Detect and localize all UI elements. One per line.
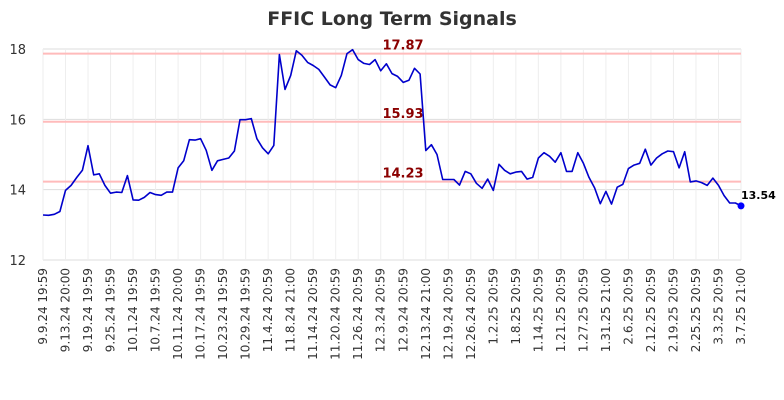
x-tick-label: 11.26.24 20:59 bbox=[351, 268, 365, 360]
x-tick-label: 1.14.25 20:59 bbox=[531, 268, 545, 352]
y-axis: 12 14 16 18 bbox=[9, 43, 26, 269]
x-tick-label: 10.11.24 20:00 bbox=[171, 268, 185, 360]
x-tick-label: 12.9.24 20:59 bbox=[396, 268, 410, 352]
x-tick-label: 12.13.24 21:00 bbox=[419, 268, 433, 360]
x-tick-label: 11.20.24 20:59 bbox=[329, 268, 343, 360]
x-tick-label: 9.9.24 19:59 bbox=[36, 268, 50, 345]
x-tick-label: 9.19.24 19:59 bbox=[81, 268, 95, 352]
x-tick-label: 11.4.24 20:59 bbox=[261, 268, 275, 352]
x-tick-label: 1.27.25 20:59 bbox=[576, 268, 590, 352]
y-tick-label: 14 bbox=[9, 184, 26, 199]
x-tick-label: 10.17.24 19:59 bbox=[194, 268, 208, 360]
x-tick-label: 2.19.25 20:59 bbox=[666, 268, 680, 352]
last-point-label: 13.54 bbox=[741, 189, 776, 202]
x-tick-label: 9.13.24 20:00 bbox=[59, 268, 73, 352]
x-tick-label: 2.25.25 20:59 bbox=[689, 268, 703, 352]
x-tick-label: 11.8.24 21:00 bbox=[284, 268, 298, 352]
x-tick-label: 1.2.25 20:59 bbox=[486, 268, 500, 345]
x-tick-label: 12.3.24 20:59 bbox=[374, 268, 388, 352]
x-tick-label: 12.26.24 20:59 bbox=[464, 268, 478, 360]
plot-area: 13.54 bbox=[42, 48, 776, 217]
x-tick-label: 9.25.24 19:59 bbox=[104, 268, 118, 352]
x-tick-label: 10.7.24 19:59 bbox=[149, 268, 163, 352]
x-tick-label: 1.31.25 21:00 bbox=[599, 268, 613, 352]
x-tick-label: 10.1.24 19:59 bbox=[126, 268, 140, 352]
series-line bbox=[42, 48, 742, 217]
reference-line-label: 17.87 bbox=[382, 39, 423, 54]
y-tick-label: 18 bbox=[9, 43, 26, 58]
x-tick-label: 3.7.25 21:00 bbox=[734, 268, 748, 345]
x-tick-label: 2.12.25 20:59 bbox=[644, 268, 658, 352]
x-tick-label: 11.14.24 20:59 bbox=[306, 268, 320, 360]
x-tick-label: 2.6.25 20:59 bbox=[621, 268, 635, 345]
chart-title: FFIC Long Term Signals bbox=[267, 8, 517, 30]
reference-line-label: 14.23 bbox=[382, 167, 423, 182]
x-tick-label: 1.21.25 20:59 bbox=[554, 268, 568, 352]
x-tick-label: 1.8.25 20:59 bbox=[509, 268, 523, 345]
y-tick-label: 12 bbox=[9, 254, 26, 269]
x-tick-label: 3.3.25 20:59 bbox=[711, 268, 725, 345]
x-tick-label: 12.19.24 20:59 bbox=[441, 268, 455, 360]
y-tick-label: 16 bbox=[9, 113, 26, 128]
grid bbox=[42, 48, 742, 261]
reference-lines: 17.87 15.93 14.23 bbox=[43, 39, 741, 183]
x-axis: 9.9.24 19:59 9.13.24 20:00 9.19.24 19:59 9.… bbox=[36, 268, 748, 360]
last-point-marker bbox=[737, 202, 745, 210]
reference-line-label: 15.93 bbox=[382, 107, 423, 122]
x-tick-label: 10.23.24 19:59 bbox=[216, 268, 230, 360]
x-tick-label: 10.29.24 19:59 bbox=[239, 268, 253, 360]
